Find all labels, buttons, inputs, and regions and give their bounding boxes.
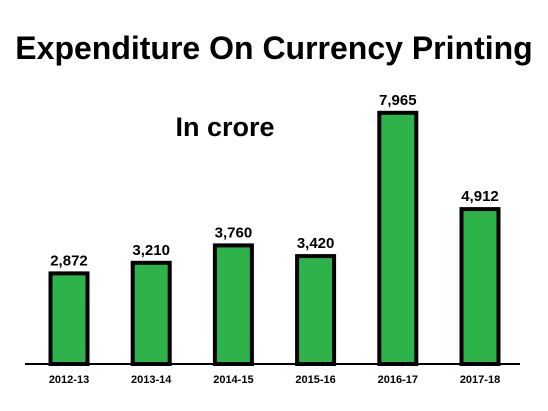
chart-title: Expenditure On Currency Printing xyxy=(15,30,533,66)
x-tick-label-2012-13: 2012-13 xyxy=(49,374,89,386)
x-tick-label-2017-18: 2017-18 xyxy=(460,374,500,386)
chart-subtitle: In crore xyxy=(175,112,275,142)
bar-2015-16 xyxy=(295,254,337,367)
bar-2014-15 xyxy=(212,243,254,366)
bar-2013-14 xyxy=(130,260,172,366)
value-label-2014-15: 3,760 xyxy=(215,224,253,241)
bars-layer xyxy=(48,110,501,367)
x-tick-label-2016-17: 2016-17 xyxy=(378,374,418,386)
x-tick-labels: 2012-13 2013-14 2014-15 2015-16 2016-17 2017-… xyxy=(49,374,500,386)
bar-2016-17 xyxy=(377,110,419,366)
value-label-2013-14: 3,210 xyxy=(132,242,170,259)
x-tick-label-2015-16: 2015-16 xyxy=(295,374,335,386)
x-tick-label-2013-14: 2013-14 xyxy=(131,374,172,386)
bar-2017-18 xyxy=(459,207,501,366)
bar-2012-13 xyxy=(48,271,90,366)
x-tick-label-2014-15: 2014-15 xyxy=(213,374,253,386)
value-labels-layer: 2,872 3,210 3,760 3,420 7,965 4,912 xyxy=(50,92,499,270)
value-label-2017-18: 4,912 xyxy=(461,188,499,205)
value-label-2012-13: 2,872 xyxy=(50,252,88,269)
value-label-2016-17: 7,965 xyxy=(379,92,417,109)
value-label-2015-16: 3,420 xyxy=(297,235,335,252)
